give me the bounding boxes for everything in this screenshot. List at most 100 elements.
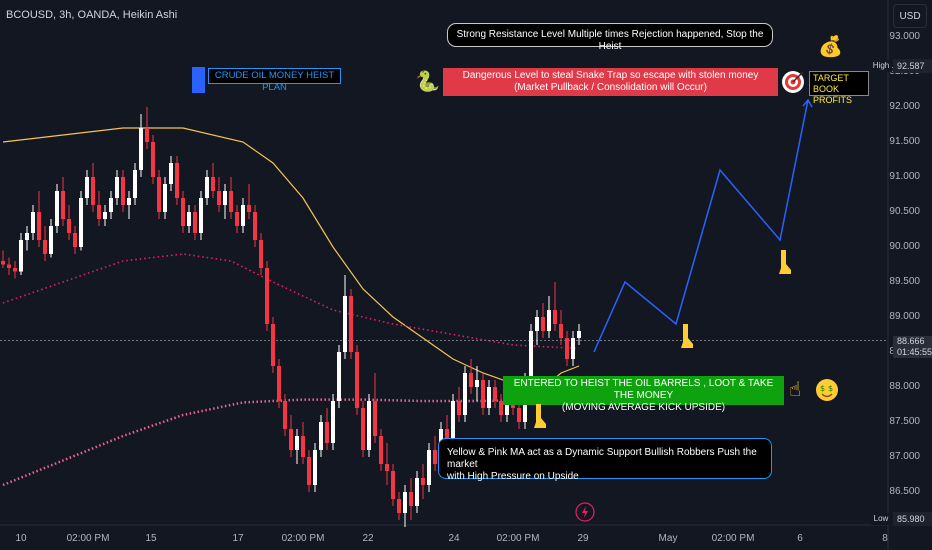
candle-body <box>103 212 107 219</box>
candle-body <box>55 191 59 226</box>
time-tick-label: 17 <box>232 533 244 544</box>
price-tick-label: 86.500 <box>889 486 920 497</box>
candle-body <box>343 296 347 352</box>
candle-body <box>271 324 275 366</box>
pointing-up-icon: ☝ <box>789 377 802 401</box>
candle-body <box>175 163 179 198</box>
plan-flag <box>192 67 205 93</box>
candle-body <box>73 233 77 247</box>
candle-body <box>535 317 539 331</box>
candle-body <box>301 436 305 457</box>
snake-icon: 🐍 <box>415 69 440 93</box>
candle-body <box>481 380 485 408</box>
candle-body <box>163 184 167 212</box>
candle-body <box>115 177 119 198</box>
candle-body <box>109 198 113 212</box>
bar-countdown: 01:45:55 <box>897 347 932 357</box>
candle-body <box>289 429 293 450</box>
support-line1: Yellow & Pink MA act as a Dynamic Suppor… <box>447 447 757 470</box>
time-tick-label: 24 <box>448 533 460 544</box>
time-tick-label: 8 <box>882 533 888 544</box>
candle-body <box>247 205 251 212</box>
candle-body <box>409 492 413 506</box>
entry-note[interactable]: ENTERED TO HEIST THE OIL BARRELS , LOOT … <box>503 376 784 413</box>
time-tick-label: May <box>658 533 678 544</box>
candle-body <box>25 233 29 240</box>
candle-body <box>19 240 23 272</box>
candle-body <box>121 177 125 205</box>
target-note[interactable]: TARGET BOOK PROFITS <box>809 71 869 105</box>
leg-icon <box>534 404 546 428</box>
candle-body <box>493 387 497 401</box>
candle-body <box>127 198 131 205</box>
candle-body <box>241 205 245 226</box>
candle-body <box>373 401 377 436</box>
money-face-icon: $ $ <box>816 379 838 401</box>
candle-body <box>49 226 53 254</box>
candle-body <box>211 177 215 191</box>
snake-trap-line1: Dangerous Level to steal Snake Trap so e… <box>462 70 759 81</box>
candle-body <box>487 387 491 408</box>
time-tick-label: 29 <box>577 533 589 544</box>
price-tick-label: 87.000 <box>889 451 920 462</box>
price-tick-label: 91.000 <box>889 171 920 182</box>
candle-body <box>385 464 389 471</box>
high-label: High <box>870 60 892 72</box>
candle-body <box>499 401 503 415</box>
candle-body <box>205 177 209 198</box>
candle-body <box>31 212 35 233</box>
candle-body <box>259 240 263 268</box>
bullseye-icon <box>782 71 804 93</box>
candle-body <box>577 331 581 338</box>
resistance-note[interactable]: Strong Resistance Level Multiple times R… <box>447 23 773 52</box>
candle-body <box>37 212 41 240</box>
candle-body <box>541 317 545 331</box>
projection-path <box>593 98 813 353</box>
price-tick-label: 87.500 <box>889 416 920 427</box>
time-tick-label: 22 <box>362 533 374 544</box>
yellow-ma-line <box>2 127 580 390</box>
price-tick-label: 93.000 <box>889 31 920 42</box>
candle-body <box>463 373 467 415</box>
candle-body <box>457 401 461 415</box>
heist-plan-note[interactable]: CRUDE OIL MONEY HEIST PLAN <box>208 68 341 93</box>
snake-trap-note[interactable]: Dangerous Level to steal Snake Trap so e… <box>443 68 778 96</box>
candle-body <box>7 264 11 268</box>
high-value: 92.587 <box>893 59 932 73</box>
candle-body <box>235 212 239 226</box>
current-price: 88.666 <box>897 336 925 346</box>
candle-body <box>145 128 149 142</box>
leg-icon <box>779 250 791 274</box>
candle-body <box>43 240 47 254</box>
candles <box>1 107 581 527</box>
currency-button[interactable]: USD <box>893 4 927 28</box>
support-note[interactable]: Yellow & Pink MA act as a Dynamic Suppor… <box>438 438 772 482</box>
candle-body <box>415 478 419 506</box>
candle-body <box>469 373 473 387</box>
candle-body <box>553 310 557 324</box>
candle-body <box>157 177 161 212</box>
time-tick-label: 02:00 PM <box>496 533 540 544</box>
money-bag-icon: 💰 <box>818 34 843 58</box>
low-value: 85.980 <box>893 512 932 526</box>
low-label: Low <box>870 513 892 525</box>
candle-body <box>139 128 143 170</box>
candle-body <box>307 457 311 485</box>
candle-body <box>319 422 323 450</box>
price-tick-label: 90.000 <box>889 241 920 252</box>
price-tick-label: 89.500 <box>889 276 920 287</box>
candle-body <box>391 471 395 499</box>
time-tick-label: 02:00 PM <box>66 533 110 544</box>
candle-body <box>337 352 341 401</box>
candle-body <box>295 436 299 450</box>
candle-body <box>547 310 551 331</box>
candle-body <box>421 478 425 485</box>
candle-body <box>217 191 221 205</box>
candle-body <box>67 219 71 233</box>
candle-body <box>427 450 431 485</box>
lightning-icon[interactable] <box>575 502 595 522</box>
candle-body <box>169 163 173 184</box>
candle-body <box>223 191 227 205</box>
price-tick-label: 90.500 <box>889 206 920 217</box>
